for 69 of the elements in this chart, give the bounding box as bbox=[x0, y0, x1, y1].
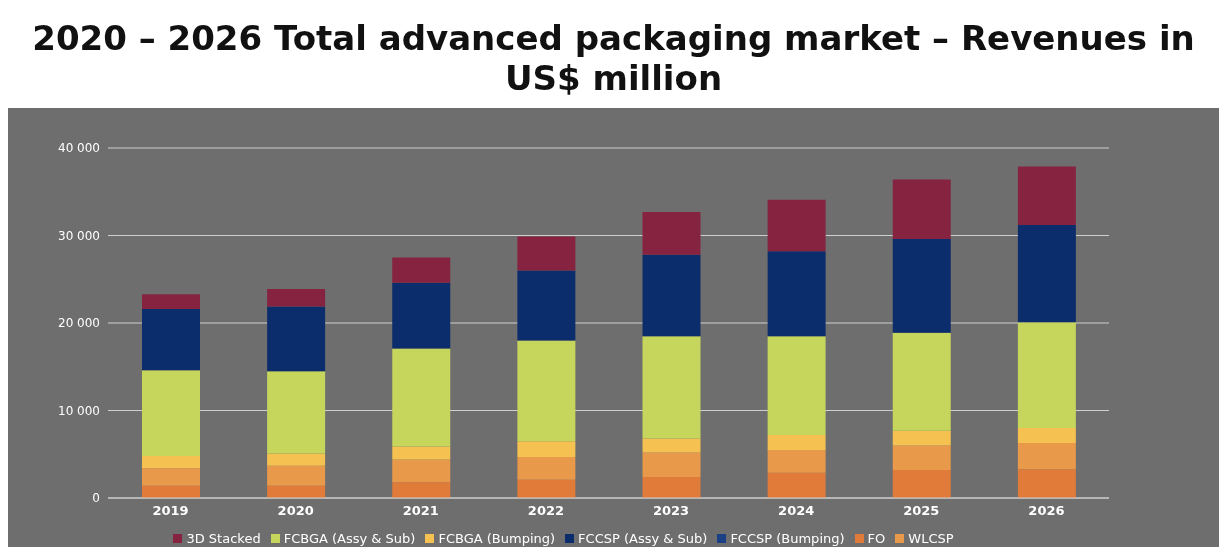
bar bbox=[767, 449, 826, 473]
x-tick-label: 2019 bbox=[152, 503, 189, 519]
bar bbox=[1017, 428, 1076, 443]
bar bbox=[392, 459, 451, 483]
bar bbox=[142, 309, 200, 371]
x-tick-label: 2024 bbox=[778, 503, 815, 519]
bar bbox=[517, 441, 576, 457]
y-tick-label: 20 000 bbox=[58, 316, 100, 331]
bar bbox=[392, 257, 451, 283]
legend-label: FCBGA (Bumping) bbox=[438, 531, 556, 546]
bar bbox=[392, 446, 451, 460]
bar bbox=[642, 452, 701, 477]
bar bbox=[142, 456, 200, 469]
y-tick-label: 40 000 bbox=[58, 141, 100, 156]
bar bbox=[642, 211, 701, 255]
bar bbox=[392, 282, 451, 349]
bar bbox=[892, 470, 951, 498]
bar bbox=[1017, 166, 1076, 225]
bar bbox=[892, 445, 951, 470]
bar bbox=[1017, 442, 1076, 470]
bar bbox=[892, 179, 951, 239]
x-tick-label: 2026 bbox=[1028, 503, 1065, 519]
bar bbox=[517, 270, 576, 341]
bar bbox=[892, 239, 951, 333]
bar bbox=[517, 340, 576, 442]
bar bbox=[267, 485, 326, 498]
x-tick-label: 2020 bbox=[277, 503, 314, 519]
bar bbox=[767, 199, 826, 252]
bar bbox=[267, 453, 326, 466]
bar bbox=[892, 430, 951, 446]
bar bbox=[642, 438, 701, 453]
legend-label: FO bbox=[867, 531, 886, 546]
legend-label: 3D Stacked bbox=[186, 531, 261, 546]
x-tick-label: 2021 bbox=[402, 503, 439, 519]
bar bbox=[142, 468, 200, 486]
bar bbox=[267, 465, 326, 486]
x-tick-label: 2022 bbox=[527, 503, 565, 519]
legend-label: FCBGA (Assy & Sub) bbox=[283, 531, 416, 546]
bar bbox=[1017, 225, 1076, 323]
bar bbox=[142, 370, 200, 456]
bar bbox=[767, 251, 826, 337]
bar bbox=[517, 236, 576, 271]
bar bbox=[642, 336, 701, 439]
legend-label: FCCSP (Bumping) bbox=[730, 531, 845, 546]
bar bbox=[517, 479, 576, 498]
y-tick-label: 0 bbox=[92, 491, 100, 506]
x-tick-label: 2023 bbox=[652, 503, 690, 519]
bar bbox=[142, 294, 200, 309]
bar bbox=[517, 456, 576, 480]
bar bbox=[642, 477, 701, 498]
bar bbox=[767, 336, 826, 435]
x-tick-label: 2025 bbox=[903, 503, 940, 519]
bar bbox=[892, 332, 951, 431]
chart-title: 2020 – 2026 Total advanced packaging market – Revenues in US$ million bbox=[31, 17, 1196, 100]
bar bbox=[1017, 322, 1076, 428]
bar bbox=[267, 306, 326, 372]
legend-label: WLCSP bbox=[908, 531, 954, 546]
bar bbox=[267, 371, 326, 454]
bar bbox=[392, 348, 451, 447]
bar bbox=[1017, 469, 1076, 498]
bar bbox=[142, 485, 200, 498]
bar bbox=[767, 435, 826, 450]
bar bbox=[642, 254, 701, 337]
bar bbox=[267, 288, 326, 307]
bar bbox=[392, 482, 451, 498]
legend-label: FCCSP (Assy & Sub) bbox=[578, 531, 708, 546]
bar bbox=[767, 472, 826, 498]
y-tick-label: 10 000 bbox=[58, 403, 100, 418]
y-tick-label: 30 000 bbox=[58, 228, 100, 243]
